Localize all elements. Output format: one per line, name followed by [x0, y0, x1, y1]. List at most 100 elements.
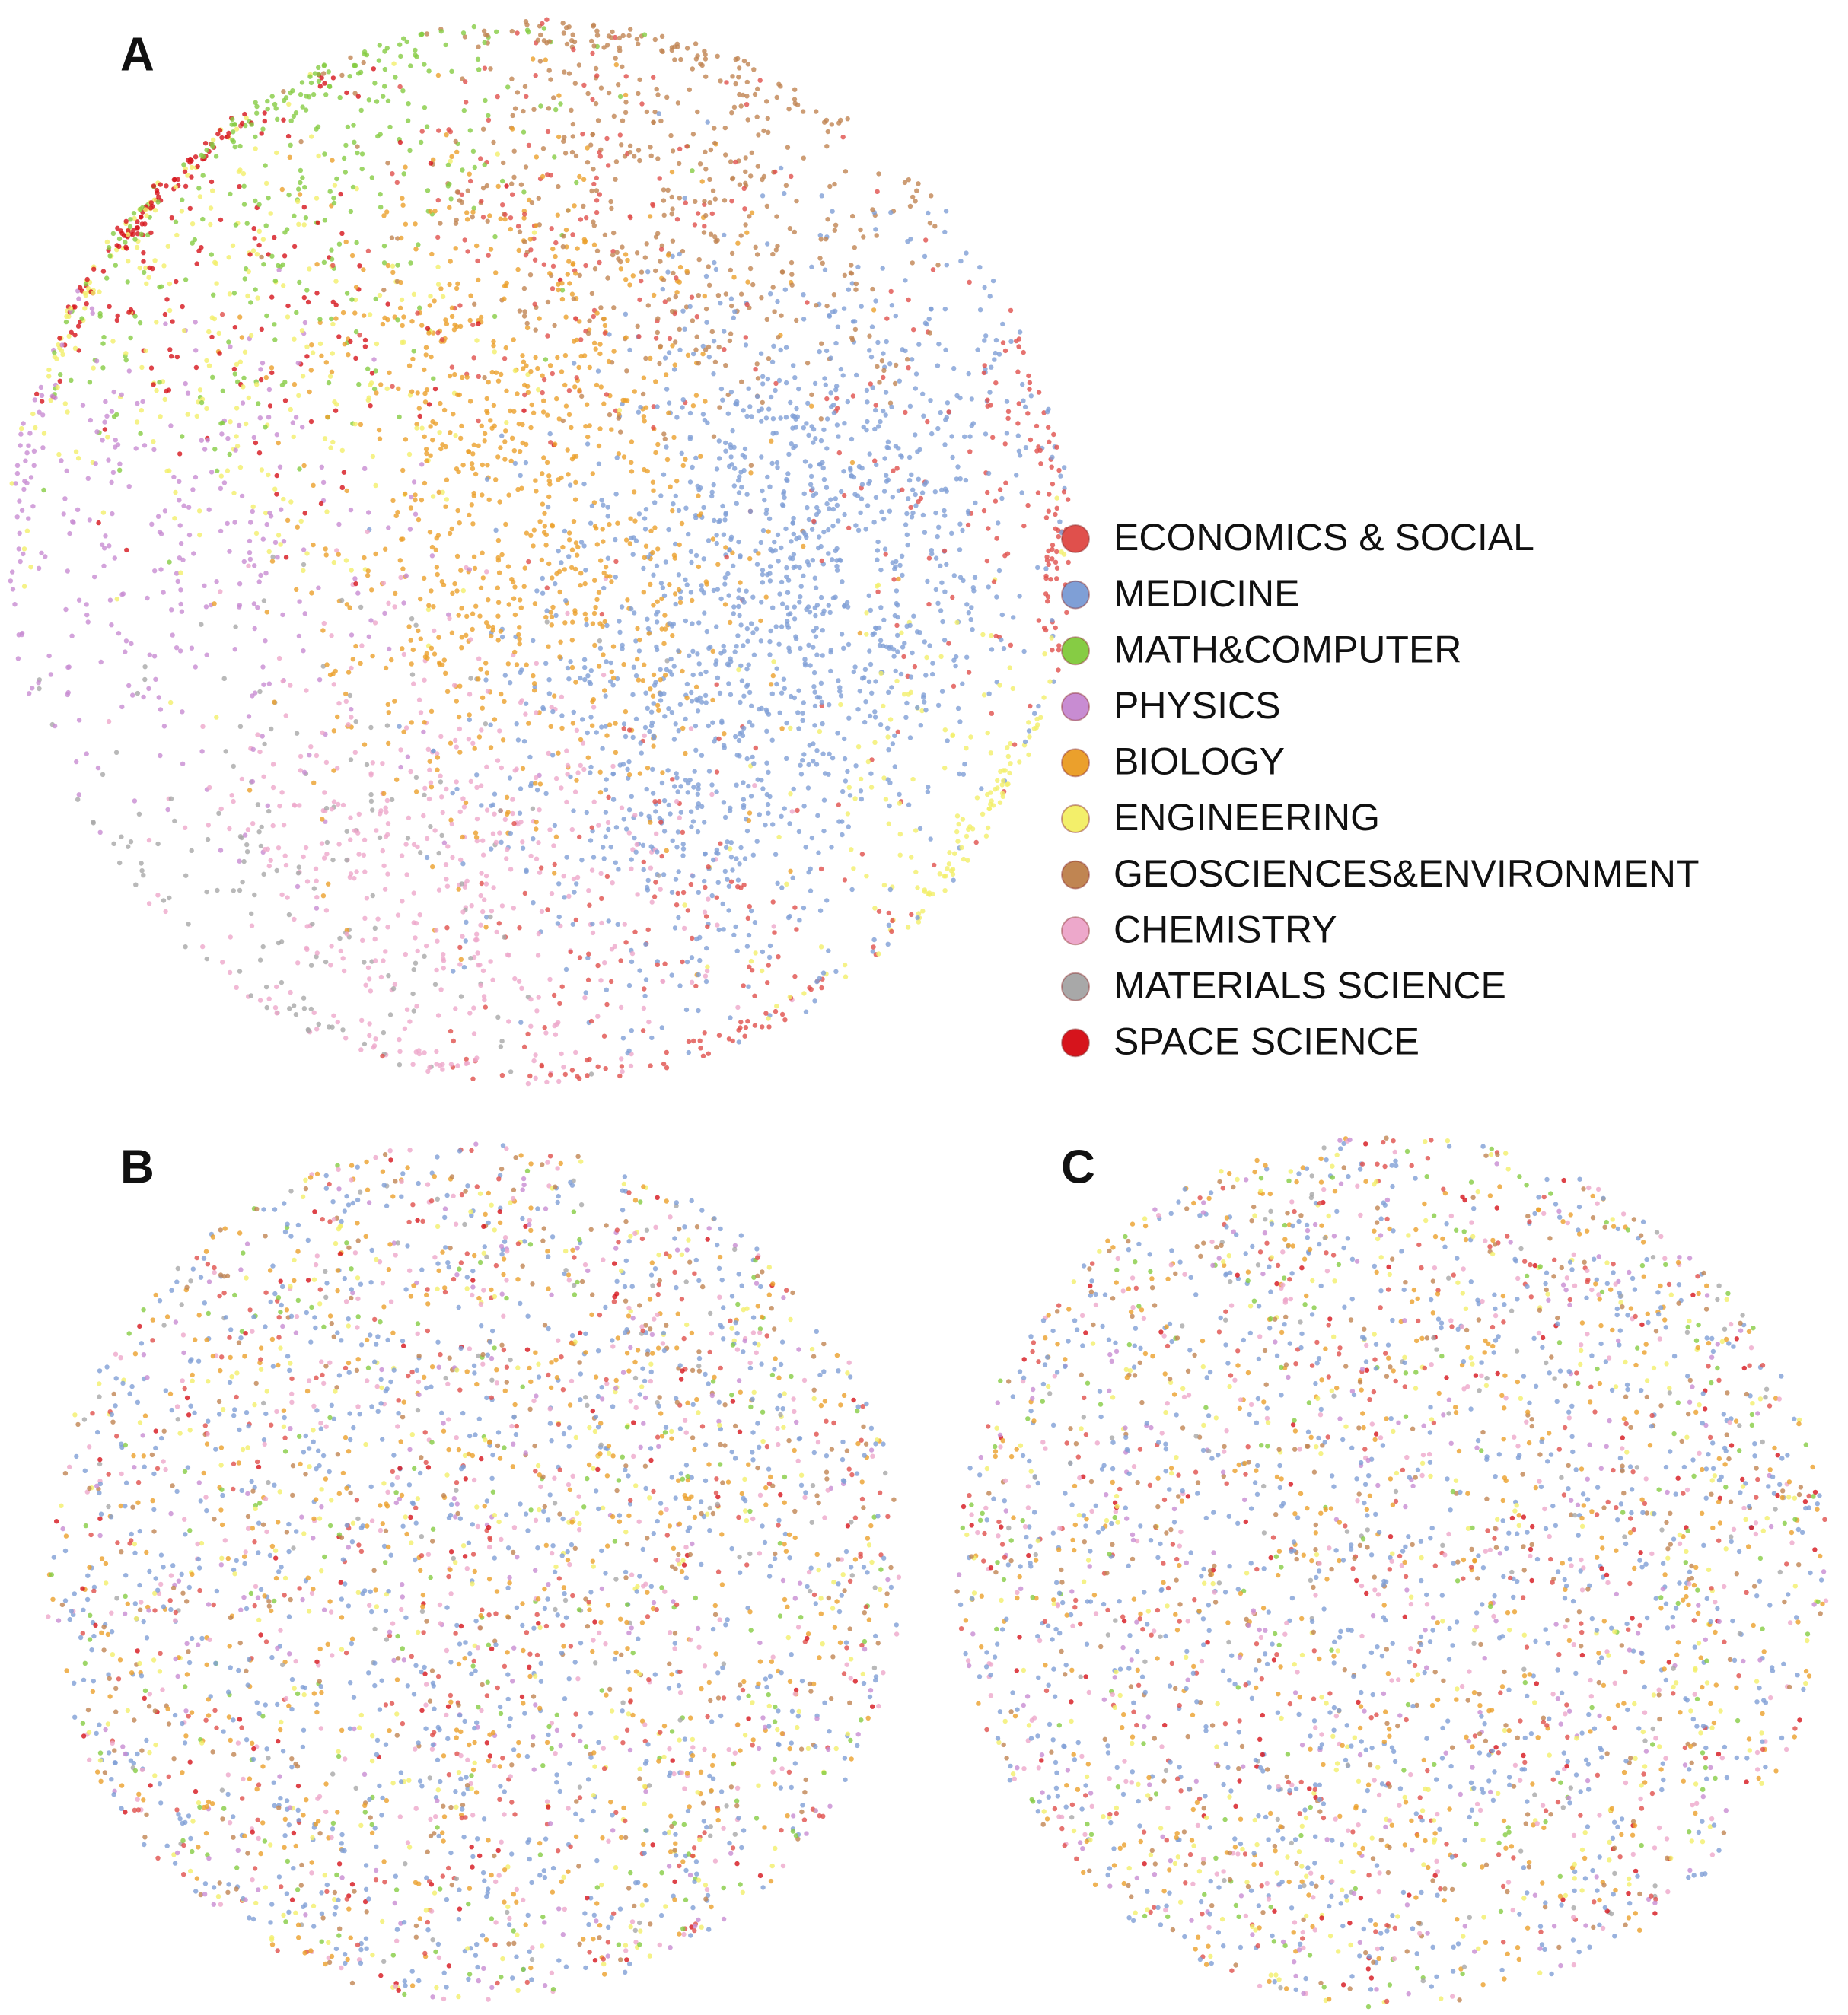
node-dot — [552, 823, 558, 829]
node-dot — [57, 378, 63, 384]
node-dot — [838, 489, 844, 495]
node-dot — [722, 232, 727, 238]
node-dot — [488, 247, 494, 252]
node-dot — [674, 771, 679, 776]
node-dot — [76, 718, 82, 723]
node-dot — [373, 368, 378, 374]
node-dot — [174, 279, 179, 285]
node-dot — [942, 888, 948, 893]
node-dot — [764, 507, 769, 513]
node-dot — [670, 508, 675, 514]
node-dot — [75, 323, 81, 329]
node-dot — [576, 62, 582, 68]
node-dot — [295, 883, 301, 890]
node-dot — [876, 909, 882, 914]
node-dot — [63, 319, 69, 325]
node-dot — [666, 802, 671, 808]
node-dot — [1047, 679, 1053, 684]
node-dot — [617, 35, 622, 41]
node-dot — [688, 549, 694, 555]
node-dot — [727, 547, 732, 553]
node-dot — [109, 622, 114, 628]
node-dot — [409, 494, 414, 500]
node-dot — [814, 748, 820, 753]
node-dot — [523, 460, 529, 466]
node-dot — [540, 501, 546, 507]
node-dot — [170, 632, 175, 638]
node-dot — [394, 777, 400, 782]
node-dot — [690, 672, 696, 678]
node-dot — [773, 387, 778, 393]
node-dot — [468, 778, 473, 785]
node-dot — [448, 430, 453, 435]
node-dot — [887, 717, 894, 722]
node-dot — [725, 839, 730, 845]
node-dot — [97, 289, 102, 294]
node-dot — [336, 701, 342, 706]
node-dot — [545, 907, 550, 912]
node-dot — [455, 281, 460, 286]
node-dot — [180, 304, 185, 310]
node-dot — [791, 445, 796, 450]
node-dot — [434, 967, 439, 973]
node-dot — [1021, 523, 1027, 529]
node-dot — [876, 424, 881, 429]
node-dot — [274, 473, 279, 479]
node-dot — [378, 192, 383, 197]
node-dot — [905, 357, 910, 362]
node-dot — [591, 705, 597, 710]
node-dot — [521, 189, 527, 195]
node-dot — [719, 720, 725, 725]
node-dot — [282, 398, 288, 403]
node-dot — [933, 555, 939, 561]
node-dot — [662, 355, 668, 361]
node-dot — [407, 527, 413, 532]
node-dot — [511, 596, 517, 601]
node-dot — [237, 464, 244, 470]
node-dot — [714, 682, 719, 687]
node-dot — [470, 626, 475, 632]
node-dot — [881, 643, 886, 648]
node-dot — [541, 377, 547, 383]
node-dot — [759, 968, 765, 974]
node-dot — [1054, 576, 1059, 581]
node-dot — [479, 880, 484, 887]
node-dot — [559, 281, 565, 286]
node-dot — [262, 847, 268, 852]
node-dot — [24, 528, 30, 533]
node-dot — [824, 501, 830, 507]
node-dot — [667, 582, 672, 587]
node-dot — [1036, 703, 1041, 709]
node-dot — [401, 36, 406, 41]
node-dot — [925, 578, 930, 584]
node-dot — [705, 119, 710, 125]
node-dot — [883, 390, 889, 395]
node-dot — [827, 610, 833, 616]
node-dot — [576, 364, 581, 371]
node-dot — [269, 726, 274, 732]
node-dot — [486, 597, 491, 603]
node-dot — [368, 380, 374, 386]
node-dot — [910, 510, 916, 516]
node-dot — [659, 33, 665, 39]
node-dot — [687, 304, 693, 310]
node-dot — [568, 949, 573, 955]
node-dot — [728, 159, 734, 164]
node-dot — [210, 374, 215, 380]
node-dot — [949, 530, 954, 536]
node-dot — [590, 699, 595, 705]
node-dot — [79, 316, 84, 321]
node-dot — [655, 404, 660, 409]
node-dot — [526, 721, 531, 726]
node-dot — [408, 769, 413, 775]
node-dot — [243, 421, 249, 427]
node-dot — [926, 210, 931, 216]
node-dot — [438, 987, 444, 992]
node-dot — [766, 769, 771, 775]
node-dot — [775, 532, 781, 538]
node-dot — [320, 730, 325, 735]
node-dot — [134, 244, 140, 250]
node-dot — [365, 568, 371, 574]
node-dot — [422, 792, 427, 798]
node-dot — [398, 764, 403, 770]
